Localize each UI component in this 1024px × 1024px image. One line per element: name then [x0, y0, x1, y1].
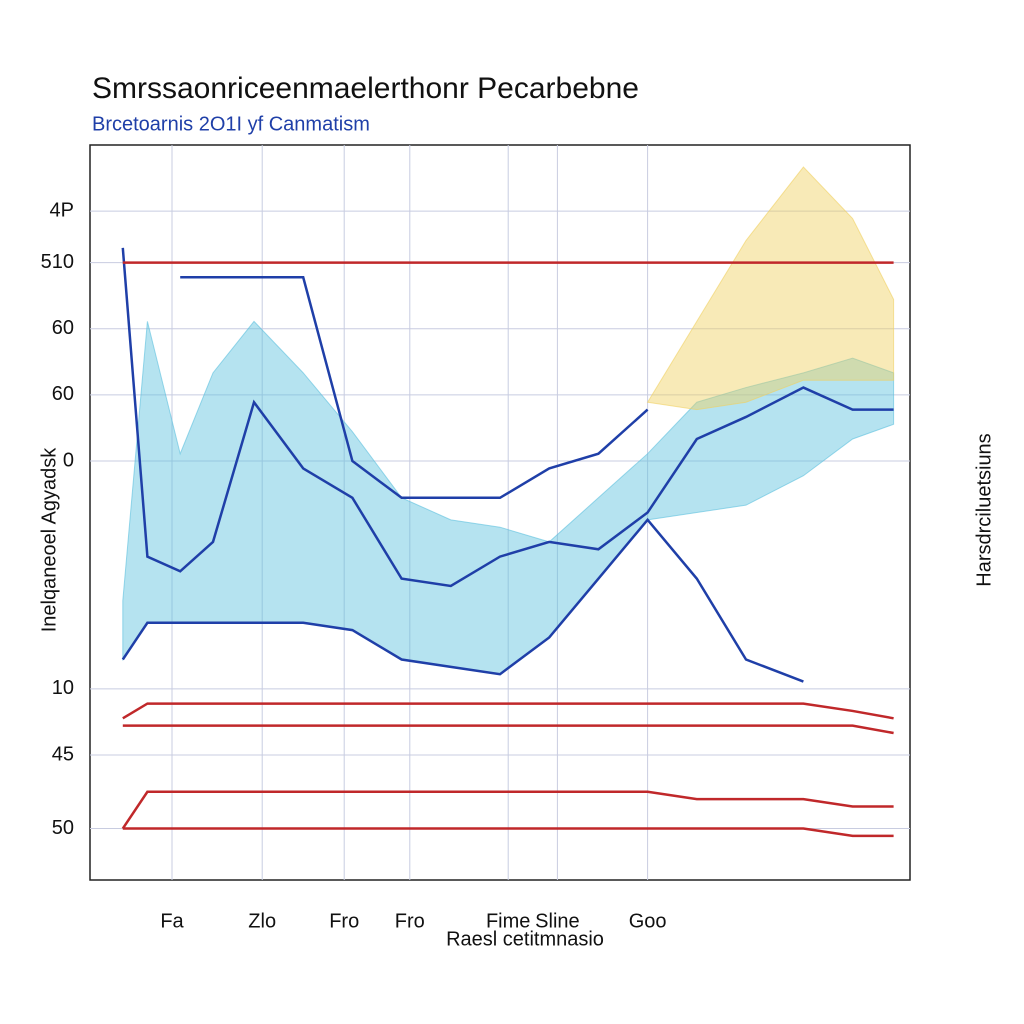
y-tick-label: 45: [52, 743, 74, 765]
y-tick-label: 0: [63, 449, 74, 471]
x-tick-label: Fro: [329, 910, 359, 932]
plot-frame: [89, 144, 911, 881]
y-tick-label: 10: [52, 677, 74, 699]
line: [122, 827, 894, 838]
x-tick-label: Sline: [535, 910, 579, 932]
right-label: Harsdrciluetsiuns: [973, 433, 995, 586]
x-tick-label: Goo: [629, 910, 667, 932]
x-tick-label: Fro: [395, 910, 425, 932]
line: [122, 724, 894, 735]
line: [180, 276, 649, 500]
x-tick-label: Zlo: [248, 910, 276, 932]
line: [121, 517, 804, 683]
area: [646, 166, 895, 411]
y-tick-label: 4P: [50, 199, 74, 221]
x-tick-label: Fa: [160, 910, 184, 932]
chart-title: Smrssaonriceenmaelerthonr Pecarbebne: [92, 72, 639, 105]
y-tick-label: 60: [52, 317, 74, 339]
chart-subtitle: Brcetoarnis 2O1I yf Canmatism: [92, 113, 370, 135]
y-tick-label: 60: [52, 383, 74, 405]
y-tick-label: 510: [41, 251, 74, 273]
line: [122, 702, 894, 720]
y-axis-label: Inelqaneoel Agyadsk: [38, 447, 60, 633]
line: [121, 247, 894, 588]
x-axis-label: Raesl cetitmnasio: [446, 928, 604, 950]
x-tick-label: Fime: [486, 910, 530, 932]
y-tick-label: 50: [52, 817, 74, 839]
line: [121, 790, 894, 830]
